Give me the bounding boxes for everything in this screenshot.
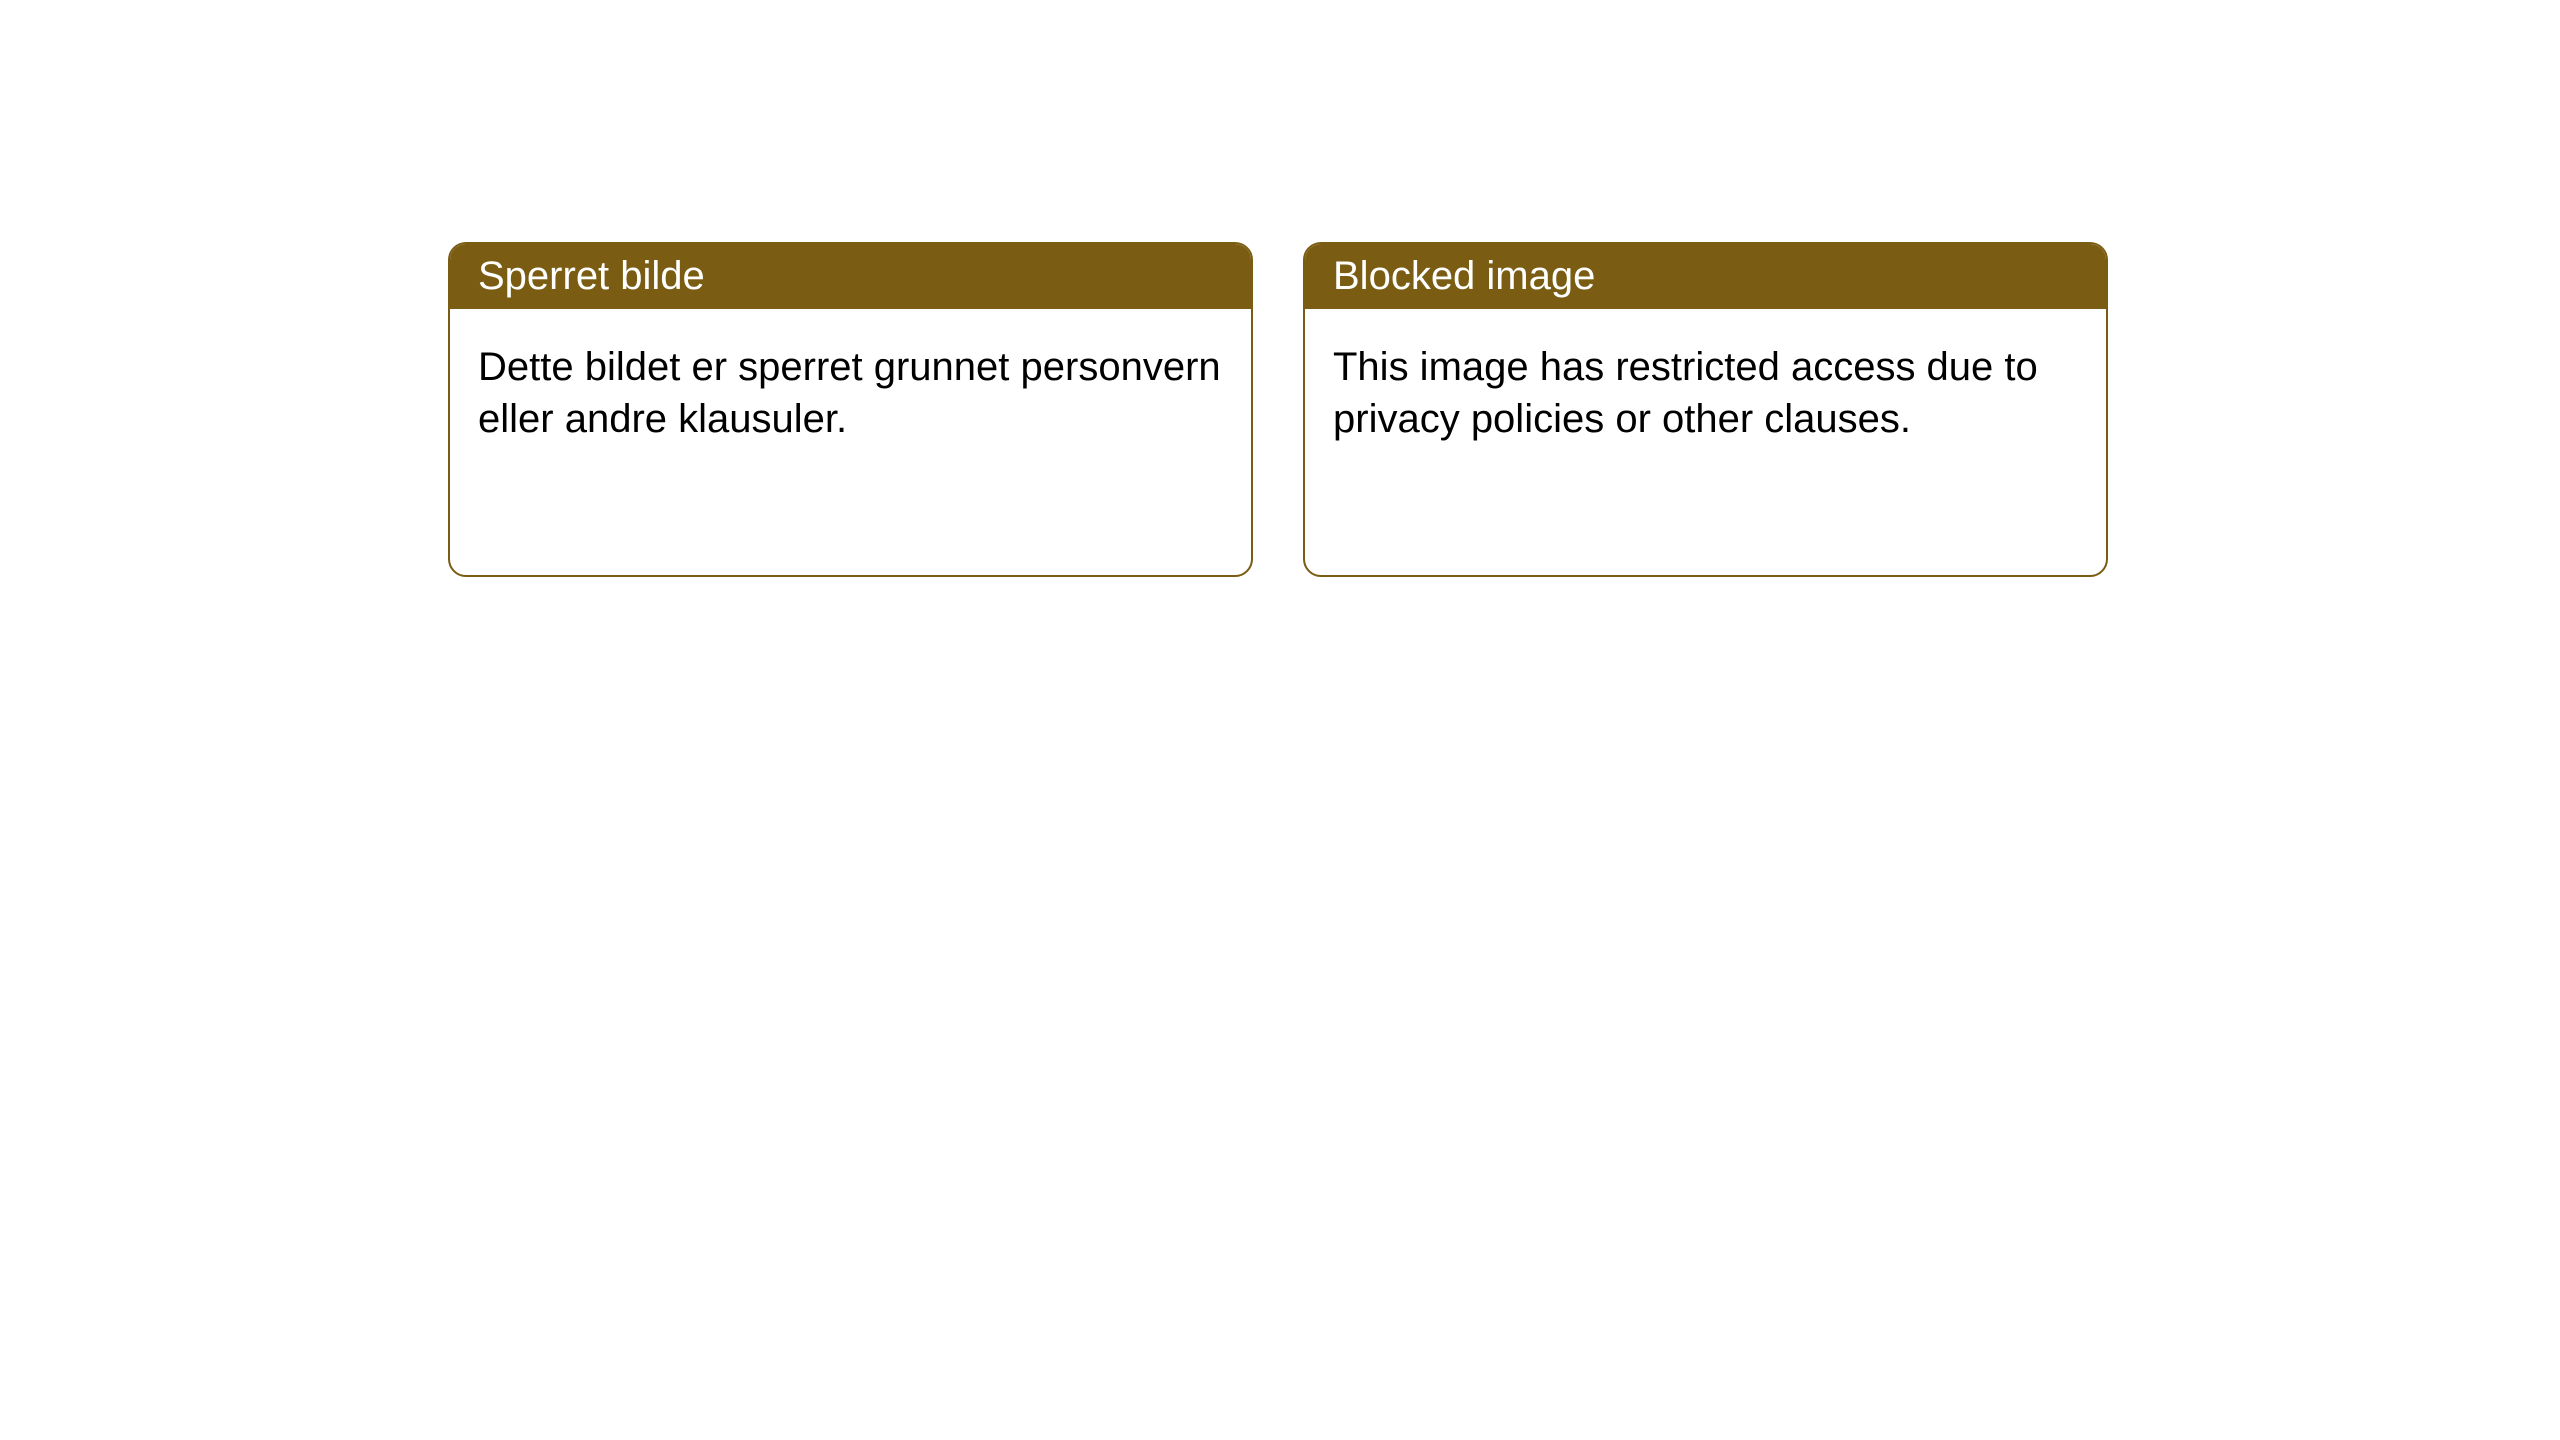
notice-card-norwegian: Sperret bilde Dette bildet er sperret gr…: [448, 242, 1253, 577]
notice-body: This image has restricted access due to …: [1305, 309, 2106, 477]
notice-body: Dette bildet er sperret grunnet personve…: [450, 309, 1251, 477]
notice-message: This image has restricted access due to …: [1333, 345, 2038, 441]
notice-header: Blocked image: [1305, 244, 2106, 309]
notice-header: Sperret bilde: [450, 244, 1251, 309]
notice-card-english: Blocked image This image has restricted …: [1303, 242, 2108, 577]
notice-message: Dette bildet er sperret grunnet personve…: [478, 345, 1221, 441]
notice-title: Blocked image: [1333, 254, 1595, 298]
notice-title: Sperret bilde: [478, 254, 705, 298]
notice-container: Sperret bilde Dette bildet er sperret gr…: [0, 0, 2560, 577]
